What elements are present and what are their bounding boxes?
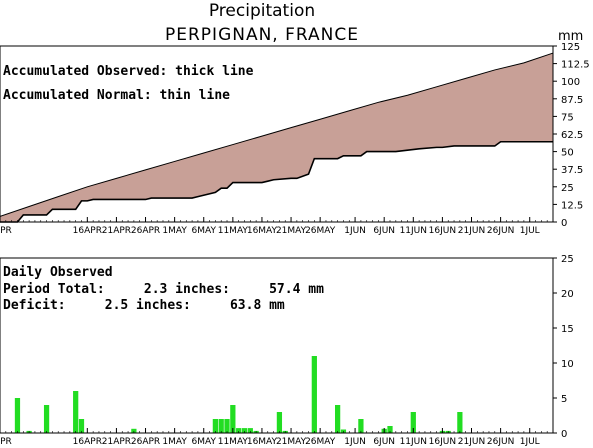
accumulated-y-tick-label: 112.5: [561, 60, 590, 71]
daily-y-tick-label: 20: [561, 289, 574, 300]
accumulated-x-tick-label: 21APR: [102, 226, 131, 236]
accumulated-y-tick-label: 75: [561, 112, 574, 123]
daily-y-tick-label: 5: [561, 394, 567, 405]
daily-x-tick-label: 21APR: [102, 437, 131, 447]
accumulated-x-tick-label: 11JUN: [400, 226, 427, 236]
deficit-area: [0, 53, 553, 222]
daily-x-tick-label: 26MAY: [305, 437, 336, 447]
accumulated-y-tick-label: 62.5: [561, 130, 583, 141]
daily-bar: [335, 405, 341, 433]
daily-x-tick-label: 21JUN: [458, 437, 485, 447]
daily-bar: [230, 405, 236, 433]
accumulated-x-tick-label: 16APR: [73, 226, 102, 236]
accumulated-x-tick-label: 11MAY: [218, 226, 249, 236]
daily-x-tick-label: 1JUN: [344, 437, 366, 447]
accumulated-x-tick-label: 1APR: [0, 226, 12, 236]
unit-label: mm: [558, 29, 583, 44]
daily-y-tick-label: 15: [561, 324, 574, 335]
daily-x-tick-label: 11MAY: [218, 437, 249, 447]
daily-bar: [241, 428, 248, 433]
daily-x-tick-label: 21MAY: [276, 437, 307, 447]
accumulated-x-tick-label: 1JUL: [520, 226, 540, 236]
accumulated-x-tick-label: 16JUN: [429, 226, 456, 236]
accumulated-x-tick-label: 26JUN: [487, 226, 514, 236]
daily-x-tick-label: 1MAY: [162, 437, 187, 447]
daily-bar: [276, 412, 283, 433]
daily-y-tick-label: 25: [561, 254, 574, 265]
daily-bar: [410, 412, 416, 433]
daily-bar: [131, 428, 137, 433]
daily-bar: [43, 405, 50, 433]
accumulated-observed-line: [0, 140, 553, 223]
period-total: Period Total: 2.3 inches: 57.4 mm: [3, 282, 324, 297]
accumulated-x-tick-label: 16MAY: [247, 226, 278, 236]
accumulated-normal-line: [0, 52, 554, 217]
daily-x-tick-label: 1APR: [0, 437, 12, 447]
daily-bar: [73, 391, 79, 433]
daily-bar: [358, 419, 364, 433]
daily-x-tick-label: 26APR: [131, 437, 160, 447]
daily-plot-area: [14, 356, 463, 433]
accumulated-x-tick-label: 26APR: [131, 226, 160, 236]
daily-x-tick-label: 16JUN: [429, 437, 456, 447]
accumulated-y-tick-label: 125: [561, 42, 580, 53]
daily-x-tick-label: 11JUN: [400, 437, 427, 447]
accumulated-y-tick-label: 12.5: [561, 200, 583, 211]
daily-frame: [0, 257, 554, 434]
accumulated-x-tick-label: 26MAY: [305, 226, 336, 236]
legend-normal: Accumulated Normal: thin line: [3, 88, 230, 103]
accumulated-x-tick-label: 21JUN: [458, 226, 485, 236]
daily-y-tick-label: 10: [561, 359, 574, 370]
daily-x-tick-label: 16APR: [73, 437, 102, 447]
daily-x-tick-label: 16MAY: [247, 437, 278, 447]
daily-x-tick-label: 1JUL: [520, 437, 540, 447]
accumulated-y-tick-label: 37.5: [561, 165, 583, 176]
accumulated-y-tick-label: 25: [561, 183, 574, 194]
daily-x-tick-label: 6JUN: [373, 437, 395, 447]
daily-bar: [224, 419, 230, 433]
daily-bar: [457, 412, 463, 433]
legend-observed: Accumulated Observed: thick line: [3, 64, 254, 79]
daily-bar: [14, 398, 21, 433]
daily-x-tick-label: 6MAY: [192, 437, 217, 447]
accumulated-x-tick-label: 1JUN: [344, 226, 366, 236]
daily-panel: Daily Observed Period Total: 2.3 inches:…: [0, 254, 574, 447]
accumulated-x-tick-label: 6MAY: [192, 226, 217, 236]
daily-bar: [247, 428, 253, 433]
accumulated-x-tick-label: 21MAY: [276, 226, 307, 236]
accumulated-y-tick-label: 87.5: [561, 95, 583, 106]
daily-bar: [78, 419, 85, 433]
daily-bar: [212, 419, 218, 433]
chart-title: Precipitation: [209, 1, 315, 21]
daily-bar: [311, 356, 317, 433]
chart-subtitle: PERPIGNAN, FRANCE: [165, 25, 359, 45]
daily-heading: Daily Observed: [3, 265, 113, 280]
daily-bar: [387, 426, 393, 433]
daily-x-tick-label: 26JUN: [487, 437, 514, 447]
accumulated-x-tick-label: 1MAY: [162, 226, 187, 236]
accumulated-x-tick-label: 6JUN: [373, 226, 395, 236]
daily-bar: [236, 428, 242, 433]
accumulated-y-tick-label: 100: [561, 77, 580, 88]
daily-bar: [218, 419, 224, 433]
deficit-text: Deficit: 2.5 inches: 63.8 mm: [3, 298, 285, 313]
accumulated-plot-area: [0, 52, 554, 223]
daily-y-tick-label: 0: [561, 429, 567, 440]
accumulated-y-tick-label: 50: [561, 148, 574, 159]
accumulated-y-tick-label: 0: [561, 218, 567, 229]
